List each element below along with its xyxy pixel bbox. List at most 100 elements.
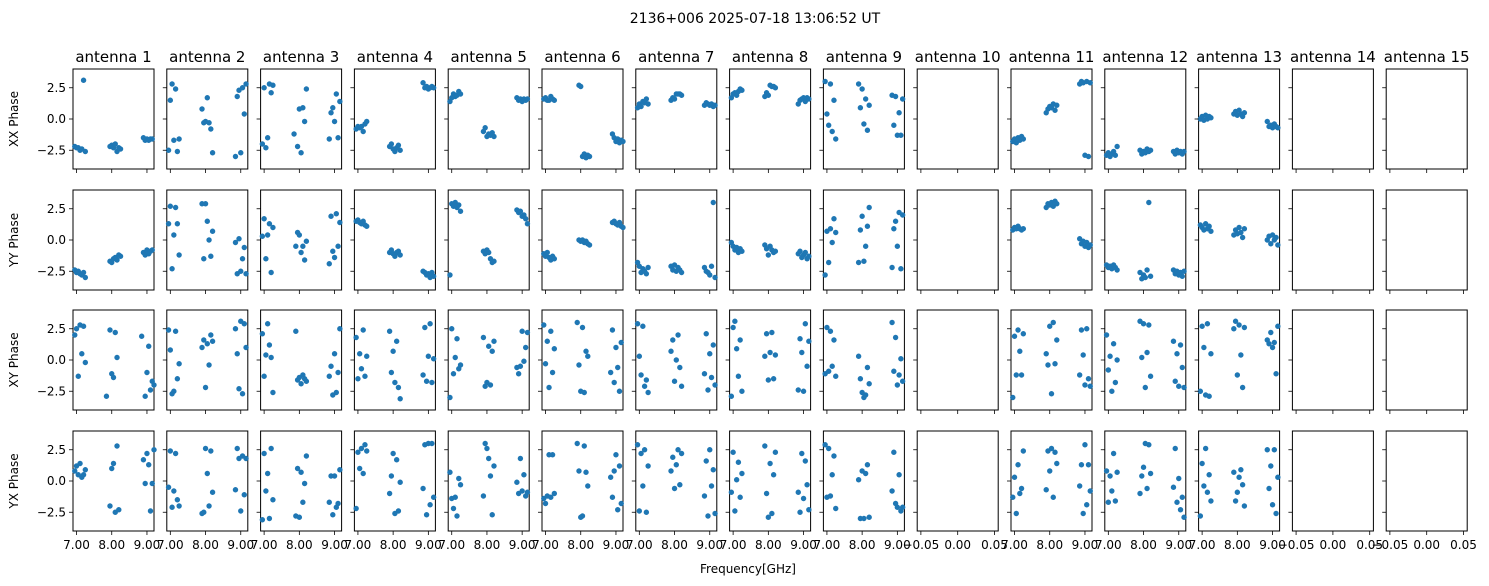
data-point (303, 453, 310, 459)
data-point (266, 515, 273, 522)
data-point (1170, 338, 1177, 344)
data-point (238, 508, 244, 514)
data-point (855, 477, 862, 483)
data-point (114, 257, 120, 263)
data-point (896, 372, 902, 378)
data-point (1232, 498, 1239, 504)
panel-r4-a7: 7.00 8.00 9.00 (626, 430, 723, 552)
data-point (762, 443, 768, 449)
data-point (326, 499, 332, 505)
data-point (209, 338, 216, 344)
data-point (239, 85, 246, 91)
data-point (831, 337, 837, 343)
data-point (172, 86, 179, 92)
data-point (333, 91, 340, 97)
panel-r2-a8 (725, 189, 812, 294)
data-point (806, 338, 812, 344)
data-point (829, 472, 835, 478)
panel-frame (916, 189, 999, 291)
panel-r1-a13 (1194, 68, 1281, 173)
data-point (1147, 273, 1154, 279)
data-point (171, 488, 177, 494)
y-tick-label: 2.5 (47, 202, 66, 216)
x-tick-label: 7.00 (532, 538, 559, 552)
data-point (171, 388, 177, 394)
panel-r1-a1: −2.5 0.0 2.5 (37, 68, 155, 173)
data-point (765, 92, 772, 98)
x-tick-label: 9.00 (603, 538, 630, 552)
data-point (422, 324, 428, 331)
data-point (1268, 463, 1274, 469)
data-point (393, 338, 400, 344)
data-point (174, 376, 181, 382)
data-point (1112, 152, 1119, 158)
x-tick-label: 0.00 (1320, 538, 1347, 552)
panel-frame (260, 189, 343, 291)
data-point (898, 132, 904, 138)
data-point (1087, 242, 1093, 248)
data-point (712, 274, 718, 281)
data-point (423, 378, 430, 384)
data-point (261, 216, 267, 222)
data-point (730, 324, 736, 331)
data-point (328, 213, 334, 219)
data-point (1273, 371, 1279, 377)
panel-title-antenna-13: antenna 13 (1196, 48, 1282, 66)
data-point (551, 490, 558, 497)
data-point (328, 110, 334, 116)
data-point (524, 221, 531, 227)
data-point (733, 477, 740, 483)
data-point (645, 264, 651, 271)
data-point (899, 378, 906, 384)
data-point (585, 353, 591, 359)
data-point (486, 455, 492, 462)
data-point (609, 327, 616, 333)
data-point (859, 213, 865, 219)
data-point (825, 368, 832, 374)
data-point (447, 469, 453, 475)
data-point (331, 473, 338, 479)
data-point (1271, 339, 1278, 346)
panel-r3-a2 (162, 309, 249, 414)
data-point (243, 344, 249, 351)
data-point (206, 503, 212, 509)
data-point (112, 141, 118, 147)
data-point (1020, 448, 1027, 454)
data-point (1050, 494, 1056, 500)
x-tick-label: 7.00 (157, 538, 184, 552)
data-point (703, 458, 709, 464)
data-point (206, 237, 212, 243)
panel-r3-a9 (819, 309, 906, 414)
panel-frame (1291, 189, 1374, 291)
data-point (1114, 143, 1120, 150)
data-point (335, 369, 341, 376)
data-point (208, 253, 214, 259)
y-axis-label-xx-phase: XX Phase (7, 91, 21, 147)
data-point (449, 326, 455, 332)
data-point (1052, 361, 1058, 367)
data-point (831, 216, 837, 222)
panel-r3-a8 (725, 309, 812, 414)
data-point (146, 462, 152, 468)
data-point (728, 393, 735, 399)
data-point (239, 391, 246, 397)
data-point (611, 468, 617, 474)
panel-frame (72, 309, 155, 411)
data-point (388, 141, 395, 147)
y-tick-label: −2.5 (37, 143, 66, 157)
x-tick-label: 7.00 (1189, 538, 1216, 552)
data-point (833, 505, 839, 512)
data-point (671, 485, 678, 492)
data-point (355, 376, 361, 382)
data-point (712, 102, 718, 108)
data-point (551, 346, 558, 352)
data-point (735, 373, 742, 379)
data-point (829, 239, 835, 246)
data-point (548, 328, 554, 334)
data-point (671, 96, 678, 102)
data-point (824, 324, 830, 331)
data-point (172, 328, 179, 334)
x-tick-label: 9.00 (134, 538, 161, 552)
data-point (450, 505, 457, 512)
data-point (864, 223, 871, 229)
